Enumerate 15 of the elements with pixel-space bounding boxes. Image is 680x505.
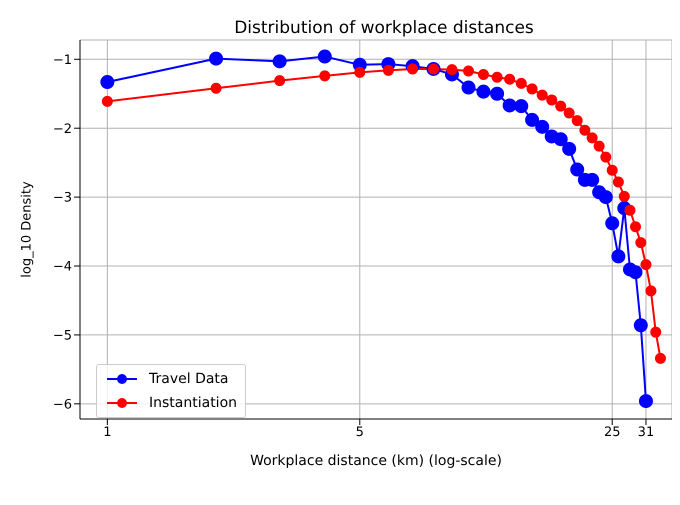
- y-axis-title: log_10 Density: [20, 180, 35, 278]
- y-tick-label: −3: [52, 190, 72, 206]
- y-tick-label: −1: [52, 52, 72, 68]
- y-tick-label: −6: [52, 397, 72, 412]
- y-tick-label: −5: [52, 328, 72, 344]
- y-tick-label: −4: [52, 260, 72, 275]
- legend-label: Travel Data: [149, 371, 228, 387]
- x-axis-title: Workplace distance (km) (log-scale): [250, 453, 502, 469]
- x-tick-label: 31: [638, 425, 654, 440]
- chart-title: Distribution of workplace distances: [233, 18, 535, 38]
- y-tick-label: −2: [52, 122, 72, 137]
- x-tick-label: 5: [356, 425, 364, 440]
- x-tick-label: 25: [604, 425, 620, 440]
- x-tick-label: 1: [103, 425, 112, 440]
- legend-label: Instantiation: [149, 395, 238, 411]
